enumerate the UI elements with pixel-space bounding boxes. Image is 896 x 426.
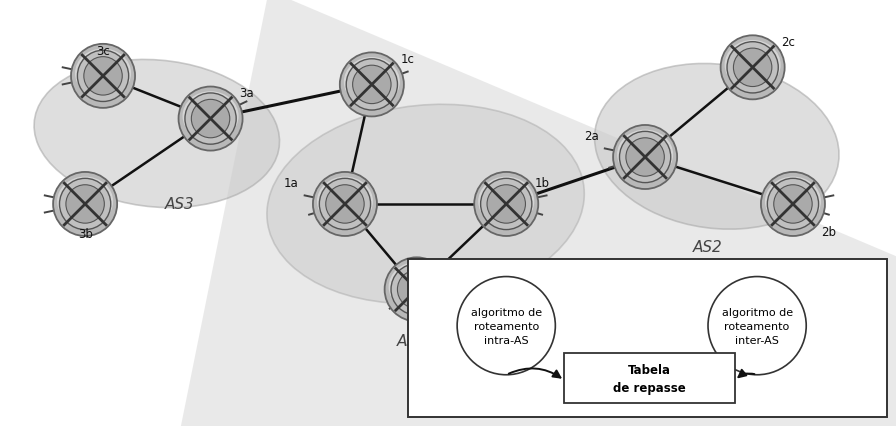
Ellipse shape bbox=[319, 179, 371, 230]
Ellipse shape bbox=[619, 132, 671, 183]
Text: AS2: AS2 bbox=[693, 239, 723, 255]
Ellipse shape bbox=[761, 173, 825, 236]
Ellipse shape bbox=[626, 138, 664, 177]
Ellipse shape bbox=[478, 177, 534, 227]
Ellipse shape bbox=[457, 277, 556, 375]
Ellipse shape bbox=[317, 177, 373, 227]
Text: 1b: 1b bbox=[535, 177, 549, 190]
Ellipse shape bbox=[613, 126, 677, 190]
Ellipse shape bbox=[178, 87, 243, 151]
Text: 2c: 2c bbox=[781, 36, 796, 49]
Ellipse shape bbox=[389, 262, 444, 312]
Ellipse shape bbox=[75, 49, 131, 99]
Ellipse shape bbox=[185, 94, 237, 145]
Ellipse shape bbox=[57, 177, 113, 227]
Ellipse shape bbox=[384, 258, 449, 322]
Ellipse shape bbox=[708, 277, 806, 375]
Text: Tabela
de repasse: Tabela de repasse bbox=[613, 363, 686, 394]
Ellipse shape bbox=[346, 60, 398, 111]
Ellipse shape bbox=[765, 177, 821, 227]
Ellipse shape bbox=[767, 179, 819, 230]
Ellipse shape bbox=[267, 105, 584, 304]
Ellipse shape bbox=[398, 271, 435, 309]
Text: algoritmo de
roteamento
inter-AS: algoritmo de roteamento inter-AS bbox=[721, 307, 793, 345]
Ellipse shape bbox=[77, 51, 129, 102]
Text: AS1: AS1 bbox=[397, 333, 427, 348]
Ellipse shape bbox=[344, 58, 400, 107]
Ellipse shape bbox=[725, 41, 780, 90]
Ellipse shape bbox=[192, 100, 229, 138]
Ellipse shape bbox=[340, 53, 404, 117]
Text: 3a: 3a bbox=[239, 87, 254, 100]
Ellipse shape bbox=[71, 45, 135, 109]
Ellipse shape bbox=[34, 60, 280, 208]
Ellipse shape bbox=[53, 173, 117, 236]
Text: algoritmo de
roteamento
intra-AS: algoritmo de roteamento intra-AS bbox=[470, 307, 542, 345]
Text: 1a: 1a bbox=[284, 177, 298, 190]
Ellipse shape bbox=[727, 43, 779, 94]
Text: 3b: 3b bbox=[78, 228, 92, 241]
Text: 1c: 1c bbox=[401, 53, 415, 66]
Ellipse shape bbox=[353, 66, 391, 104]
Text: 2b: 2b bbox=[822, 226, 836, 239]
Ellipse shape bbox=[595, 64, 839, 230]
Bar bbox=[564, 354, 735, 403]
Text: 2a: 2a bbox=[584, 130, 599, 143]
Ellipse shape bbox=[326, 185, 364, 224]
Ellipse shape bbox=[183, 92, 238, 141]
Ellipse shape bbox=[84, 58, 122, 96]
Ellipse shape bbox=[617, 130, 673, 180]
Ellipse shape bbox=[391, 264, 443, 315]
Ellipse shape bbox=[313, 173, 377, 236]
Text: AS3: AS3 bbox=[164, 197, 194, 212]
Polygon shape bbox=[179, 0, 896, 426]
Ellipse shape bbox=[734, 49, 771, 87]
Text: 3c: 3c bbox=[96, 45, 110, 58]
Ellipse shape bbox=[774, 185, 812, 224]
Ellipse shape bbox=[720, 36, 785, 100]
Ellipse shape bbox=[480, 179, 532, 230]
Ellipse shape bbox=[487, 185, 525, 224]
Ellipse shape bbox=[66, 185, 104, 224]
Ellipse shape bbox=[59, 179, 111, 230]
Bar bbox=[408, 260, 887, 417]
Ellipse shape bbox=[474, 173, 538, 236]
Text: 1d: 1d bbox=[445, 311, 460, 324]
